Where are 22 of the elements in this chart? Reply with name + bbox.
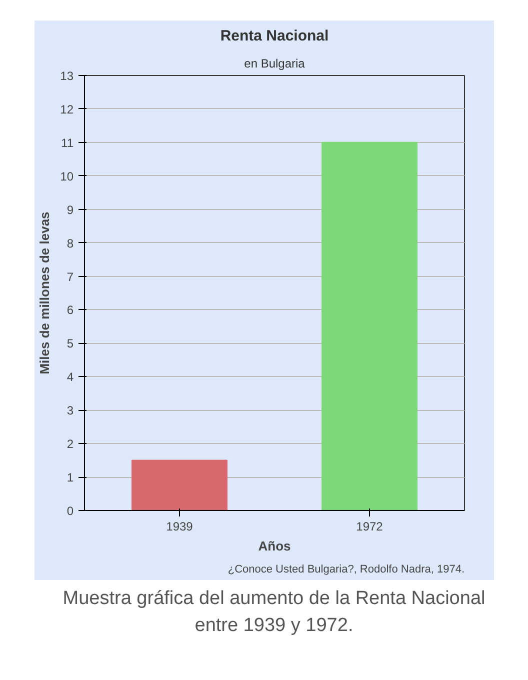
- y-tick-label: 3: [66, 404, 74, 418]
- text: ¿Conoce Usted Bulgaria?, Rodolfo Nadra, 1974.: [228, 564, 464, 576]
- x-tick-label: 1939: [166, 520, 194, 534]
- y-tick-label: 1: [66, 470, 74, 485]
- y-tick-label: 0: [66, 504, 74, 518]
- x-axis-title: Años: [258, 538, 291, 554]
- y-tick-label: 13: [60, 69, 74, 83]
- chart-title: Renta Nacional: [220, 28, 329, 44]
- y-tick-label: 2: [66, 437, 74, 452]
- x-tick-label: 1972: [356, 520, 384, 534]
- y-tick-label: 11: [61, 136, 74, 150]
- y-tick-label: 7: [66, 270, 74, 284]
- chart-subtitle: en Bulgaria: [244, 56, 306, 70]
- y-tick-label: 8: [66, 236, 74, 250]
- y-tick-label: 10: [60, 169, 74, 184]
- text: Muestra gráfica del aumento de la Renta Nacional entre 1939 y 1972.: [62, 587, 486, 638]
- y-tick-label: 12: [60, 102, 74, 116]
- y-tick-label: 9: [66, 202, 74, 217]
- y-tick-label: 5: [66, 336, 74, 351]
- y-tick-label: 4: [66, 370, 74, 384]
- y-tick-label: 6: [66, 303, 74, 318]
- y-axis-title: Miles de millones de levas: [37, 212, 52, 374]
